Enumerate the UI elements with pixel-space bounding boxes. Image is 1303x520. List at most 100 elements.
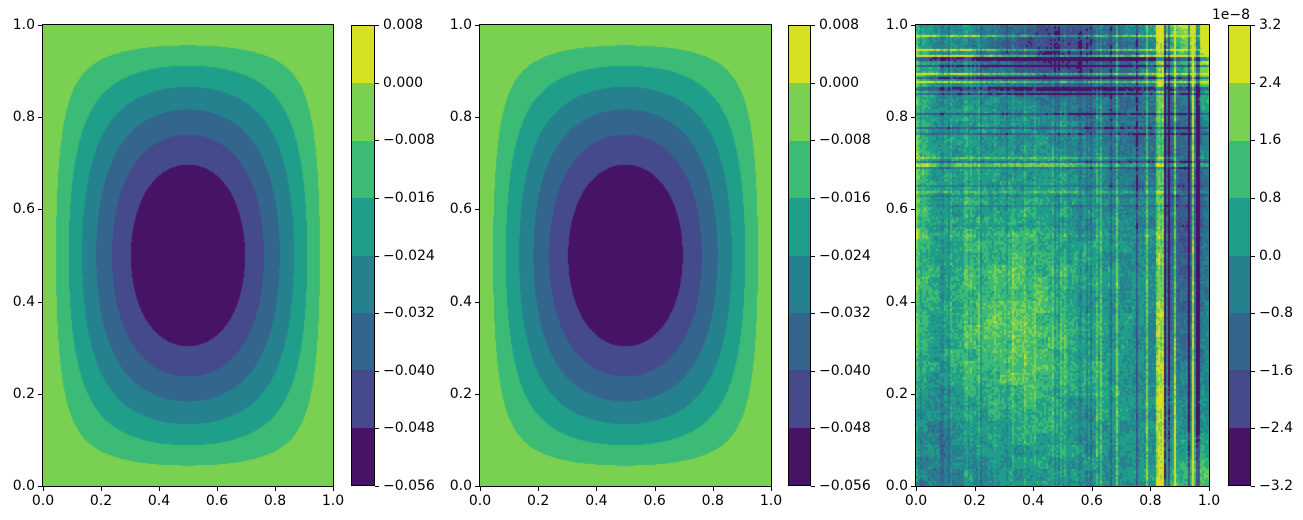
x-tick-label: 0.2: [963, 493, 986, 509]
colorbar-tick-mark: [1251, 25, 1255, 26]
colorbar-band: [352, 140, 374, 199]
y-tick-mark: [911, 486, 915, 487]
y-tick-label: 0.4: [449, 293, 472, 310]
axes: [479, 24, 772, 487]
colorbar-tick-label: −0.008: [383, 132, 435, 149]
x-tick-mark: [538, 487, 540, 491]
colorbar-tick-label: −0.056: [819, 478, 871, 494]
x-tick-mark: [654, 487, 656, 491]
y-tick-mark: [911, 117, 915, 119]
x-tick-label: 0.0: [904, 493, 928, 509]
x-tick-mark: [1091, 487, 1093, 491]
colorbar-band: [1229, 255, 1250, 313]
y-tick-mark: [38, 393, 42, 395]
colorbar-tick-label: 3.2: [1259, 17, 1282, 33]
axes: [42, 24, 334, 487]
x-tick-label: 0.2: [527, 493, 550, 509]
colorbar-tick-label: −2.4: [1259, 420, 1293, 437]
colorbar-tick-label: 2.4: [1259, 74, 1282, 91]
colorbar-tick-mark: [811, 428, 815, 430]
y-tick-mark: [38, 486, 42, 487]
y-tick-mark: [38, 117, 42, 119]
y-tick-label: 0.0: [885, 478, 908, 494]
y-tick-label: 0.2: [449, 385, 472, 402]
colorbar-band: [1229, 370, 1250, 428]
colorbar-tick-mark: [811, 370, 815, 372]
x-tick-mark: [712, 487, 714, 491]
colorbar: [1228, 25, 1251, 486]
colorbar-tick-mark: [375, 428, 379, 430]
colorbar-band: [352, 255, 374, 313]
colorbar-band: [789, 198, 810, 256]
y-tick-mark: [475, 301, 479, 303]
colorbar-tick-label: −0.8: [1259, 305, 1293, 322]
x-tick-label: 0.6: [1080, 493, 1103, 509]
colorbar-tick-label: 0.000: [819, 74, 860, 91]
colorbar-band: [352, 427, 374, 485]
y-tick-mark: [38, 25, 42, 26]
colorbar-tick-label: −0.032: [383, 305, 435, 322]
colorbar-tick-mark: [1251, 370, 1255, 372]
colorbar-tick-mark: [811, 82, 815, 84]
y-tick-mark: [911, 209, 915, 211]
colorbar-tick-label: −0.024: [383, 247, 435, 264]
y-tick-mark: [911, 393, 915, 395]
colorbar-tick-label: 0.008: [383, 17, 424, 33]
colorbar-tick-mark: [375, 255, 379, 257]
colorbar-band: [1229, 198, 1250, 256]
colorbar-tick-label: −0.040: [819, 362, 871, 379]
x-tick-mark: [1033, 487, 1035, 491]
x-tick-mark: [916, 487, 917, 491]
y-tick-label: 0.2: [12, 385, 35, 402]
colorbar-band: [1229, 427, 1250, 485]
colorbar-tick-mark: [1251, 313, 1255, 315]
x-tick-mark: [480, 487, 481, 491]
y-tick-mark: [475, 117, 479, 119]
colorbar-tick-mark: [811, 25, 815, 26]
y-tick-label: 0.4: [12, 293, 35, 310]
y-tick-label: 0.8: [12, 109, 35, 126]
x-tick-label: 1.0: [1197, 493, 1221, 509]
colorbar-tick-mark: [375, 370, 379, 372]
x-tick-label: 0.4: [1022, 493, 1045, 509]
colorbar-tick-mark: [1251, 140, 1255, 142]
colorbar-band: [352, 312, 374, 371]
x-tick-label: 0.2: [89, 493, 113, 509]
colorbar-tick-label: 0.000: [383, 74, 424, 91]
colorbar-tick-label: 1.6: [1259, 132, 1282, 149]
y-tick-label: 0.0: [449, 478, 472, 494]
colorbar-tick-mark: [375, 197, 379, 199]
x-tick-label: 0.8: [1139, 493, 1162, 509]
y-tick-label: 0.8: [885, 109, 908, 126]
colorbar-band: [789, 370, 810, 428]
colorbar-band: [789, 255, 810, 313]
y-tick-mark: [911, 301, 915, 303]
colorbar-tick-label: −0.048: [383, 420, 435, 437]
colorbar-tick-label: 0.008: [819, 17, 860, 33]
y-tick-label: 0.4: [885, 293, 908, 310]
y-tick-mark: [475, 486, 479, 487]
x-tick-label: 0.0: [468, 493, 492, 509]
colorbar-tick-label: −1.6: [1259, 362, 1293, 379]
colorbar-tick-label: 0.0: [1259, 247, 1282, 264]
colorbar-band: [1229, 26, 1250, 84]
colorbar-tick-mark: [811, 486, 815, 487]
colorbar-tick-label: −0.008: [819, 132, 871, 149]
colorbar-tick-mark: [811, 140, 815, 142]
y-tick-label: 1.0: [12, 17, 35, 33]
x-tick-mark: [217, 487, 218, 491]
y-tick-mark: [475, 25, 479, 26]
y-tick-mark: [475, 393, 479, 395]
x-tick-mark: [101, 487, 102, 491]
x-tick-mark: [1209, 487, 1210, 491]
colorbar-band: [352, 370, 374, 428]
x-tick-mark: [974, 487, 976, 491]
colorbar-tick-mark: [811, 197, 815, 199]
colorbar-band: [789, 427, 810, 485]
colorbar-band: [789, 26, 810, 84]
colorbar-band: [1229, 312, 1250, 371]
colorbar-band: [352, 83, 374, 141]
